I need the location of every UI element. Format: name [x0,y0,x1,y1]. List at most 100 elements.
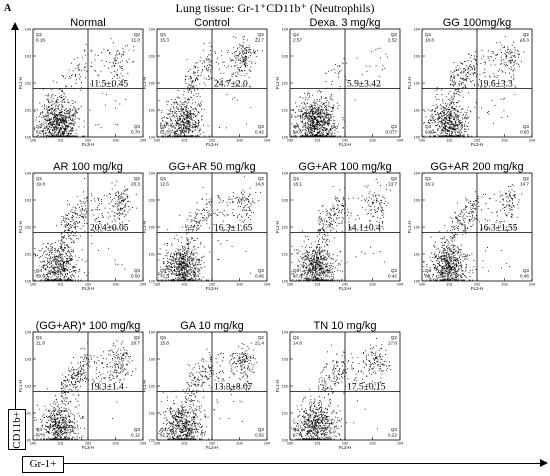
event-point [190,110,192,112]
event-point [305,115,307,116]
event-point [313,124,315,126]
event-point [302,118,304,120]
event-point [452,106,453,108]
event-point [305,115,307,117]
event-point [325,130,327,132]
x-axis-label: FL3-H [82,286,95,291]
event-point [315,118,317,120]
event-point [59,253,61,255]
event-point [43,117,45,119]
event-point [166,101,168,102]
event-point [500,56,502,58]
event-point [307,117,309,119]
event-point [195,62,197,64]
event-point [195,93,197,95]
event-point [311,118,313,120]
event-point [322,120,324,121]
event-point [440,121,441,122]
event-point [377,48,379,50]
event-point [245,59,247,61]
event-point [474,66,475,68]
event-point [487,58,489,60]
event-point [431,114,433,116]
event-point [112,61,114,63]
y-tick-label: 103 [282,55,288,59]
event-point [195,261,197,263]
event-point [173,132,175,134]
event-point [448,119,450,121]
event-point [334,126,336,128]
event-point [68,278,70,280]
event-point [452,131,453,133]
y-axis-arrow-line [15,28,16,410]
event-point [248,77,250,78]
event-point [504,86,506,88]
event-point [441,119,443,121]
event-point [207,58,209,60]
event-point [193,81,195,83]
event-point [68,77,70,79]
event-point [185,78,187,80]
event-point [114,205,116,207]
event-point [51,121,53,123]
event-point [445,118,447,120]
event-point [440,130,442,132]
event-point [52,272,54,274]
event-point [85,201,87,203]
event-point [320,96,322,98]
event-point [174,127,176,129]
event-point [186,103,188,105]
event-point [62,123,63,125]
event-point [191,135,192,137]
event-point [45,132,47,133]
event-point [231,59,233,61]
event-point [59,119,61,120]
event-point [513,54,515,56]
event-point [313,117,315,119]
event-point [316,126,318,128]
event-point [194,72,196,74]
scatter-points [423,36,525,137]
event-point [47,129,49,131]
event-point [176,254,178,256]
event-point [513,62,515,63]
event-point [339,135,341,137]
event-point [80,213,82,215]
event-point [83,201,85,203]
event-point [452,126,454,127]
event-point [183,102,185,104]
x-tick-label: 102 [209,283,215,287]
event-point [197,274,199,276]
event-point [455,132,456,134]
event-point [170,135,171,137]
event-point [54,249,55,251]
event-point [188,123,190,125]
event-point [442,122,444,124]
event-point [121,191,123,193]
event-point [459,105,461,107]
event-point [64,219,66,221]
event-point [301,122,303,123]
event-point [36,135,38,137]
event-point [56,119,58,121]
event-point [332,107,334,109]
event-point [188,132,190,134]
event-point [313,135,315,137]
event-point [310,116,312,118]
event-point [197,111,199,113]
event-point [198,120,200,121]
event-point [453,119,455,121]
event-point [434,131,435,133]
event-point [50,127,52,129]
event-point [184,125,186,127]
event-point [322,130,324,132]
event-point [444,124,446,126]
event-point [72,108,74,110]
event-point [73,241,75,243]
event-point [240,60,242,62]
event-point [456,128,458,130]
event-point [172,279,174,281]
event-point [500,63,502,65]
y-tick-label: 101 [25,253,31,257]
event-point [197,122,199,124]
